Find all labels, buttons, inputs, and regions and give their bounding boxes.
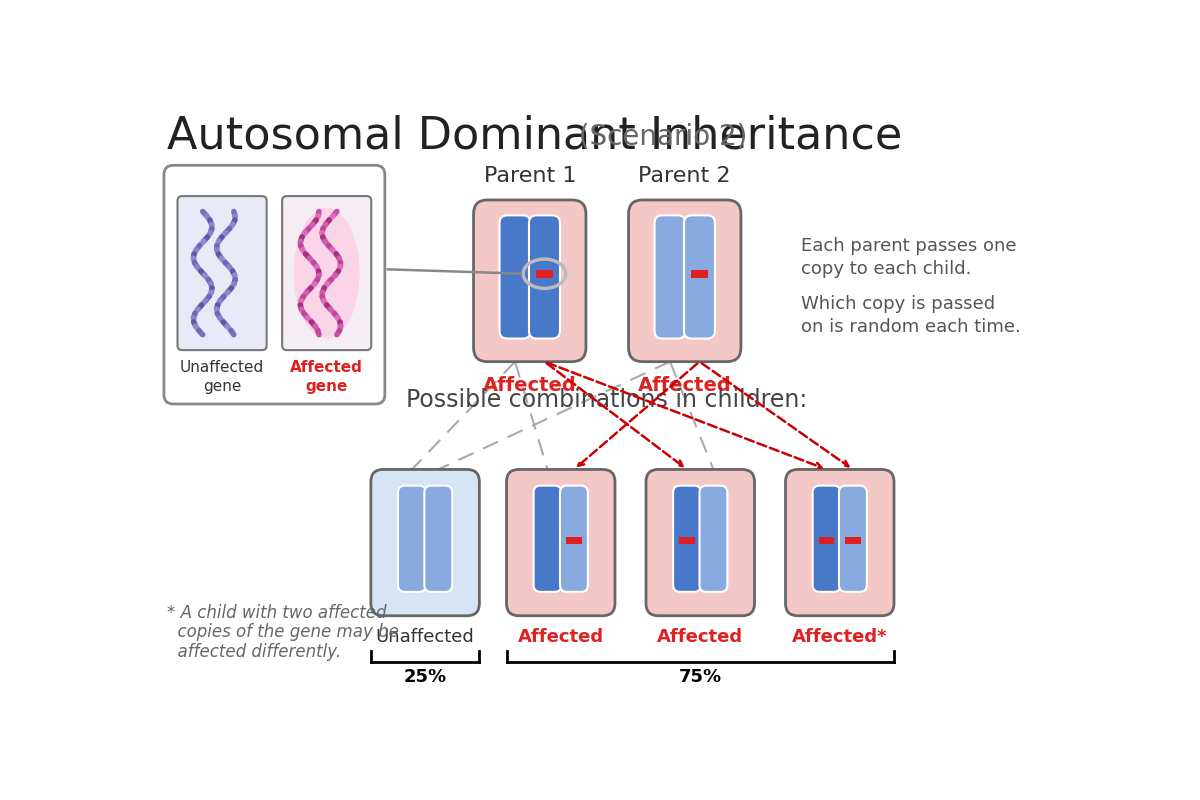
Text: Affected*: Affected*	[792, 628, 888, 646]
Text: Affected: Affected	[638, 375, 732, 394]
Text: 25%: 25%	[403, 668, 446, 686]
FancyBboxPatch shape	[629, 200, 740, 362]
Text: Affected: Affected	[658, 628, 743, 646]
Text: Affected: Affected	[482, 375, 577, 394]
Bar	[845, 537, 860, 545]
FancyBboxPatch shape	[371, 470, 479, 616]
FancyBboxPatch shape	[425, 486, 452, 592]
FancyBboxPatch shape	[700, 486, 727, 592]
FancyBboxPatch shape	[560, 486, 588, 592]
FancyBboxPatch shape	[282, 196, 371, 350]
Ellipse shape	[294, 208, 360, 338]
Text: Affected
gene: Affected gene	[290, 360, 364, 394]
Text: on is random each time.: on is random each time.	[802, 318, 1021, 336]
FancyBboxPatch shape	[786, 470, 894, 616]
Text: Affected: Affected	[517, 628, 604, 646]
FancyBboxPatch shape	[398, 486, 426, 592]
FancyBboxPatch shape	[812, 486, 840, 592]
FancyBboxPatch shape	[499, 215, 530, 338]
Text: Each parent passes one: Each parent passes one	[802, 237, 1016, 255]
FancyBboxPatch shape	[646, 470, 755, 616]
FancyBboxPatch shape	[654, 215, 685, 338]
Text: Unaffected: Unaffected	[376, 628, 474, 646]
Text: Which copy is passed: Which copy is passed	[802, 295, 995, 313]
FancyBboxPatch shape	[529, 215, 560, 338]
Bar	[679, 537, 695, 545]
Text: Parent 2: Parent 2	[638, 166, 731, 186]
FancyBboxPatch shape	[839, 486, 866, 592]
Text: Unaffected
gene: Unaffected gene	[180, 360, 264, 394]
FancyBboxPatch shape	[164, 166, 385, 404]
Bar	[691, 270, 708, 278]
FancyBboxPatch shape	[474, 200, 586, 362]
Text: copies of the gene may be: copies of the gene may be	[167, 623, 398, 642]
Bar	[536, 270, 553, 278]
Text: 75%: 75%	[679, 668, 722, 686]
Text: (Scenario 2): (Scenario 2)	[560, 122, 748, 150]
Text: affected differently.: affected differently.	[167, 642, 341, 661]
Text: Autosomal Dominant Inheritance: Autosomal Dominant Inheritance	[167, 114, 902, 158]
Bar	[566, 537, 582, 545]
Text: * A child with two affected: * A child with two affected	[167, 604, 386, 622]
Bar	[818, 537, 834, 545]
Text: Parent 1: Parent 1	[484, 166, 576, 186]
FancyBboxPatch shape	[673, 486, 701, 592]
FancyBboxPatch shape	[506, 470, 616, 616]
FancyBboxPatch shape	[684, 215, 715, 338]
FancyBboxPatch shape	[178, 196, 266, 350]
Text: copy to each child.: copy to each child.	[802, 260, 971, 278]
Text: Possible combinations in children:: Possible combinations in children:	[406, 388, 808, 412]
FancyBboxPatch shape	[534, 486, 562, 592]
